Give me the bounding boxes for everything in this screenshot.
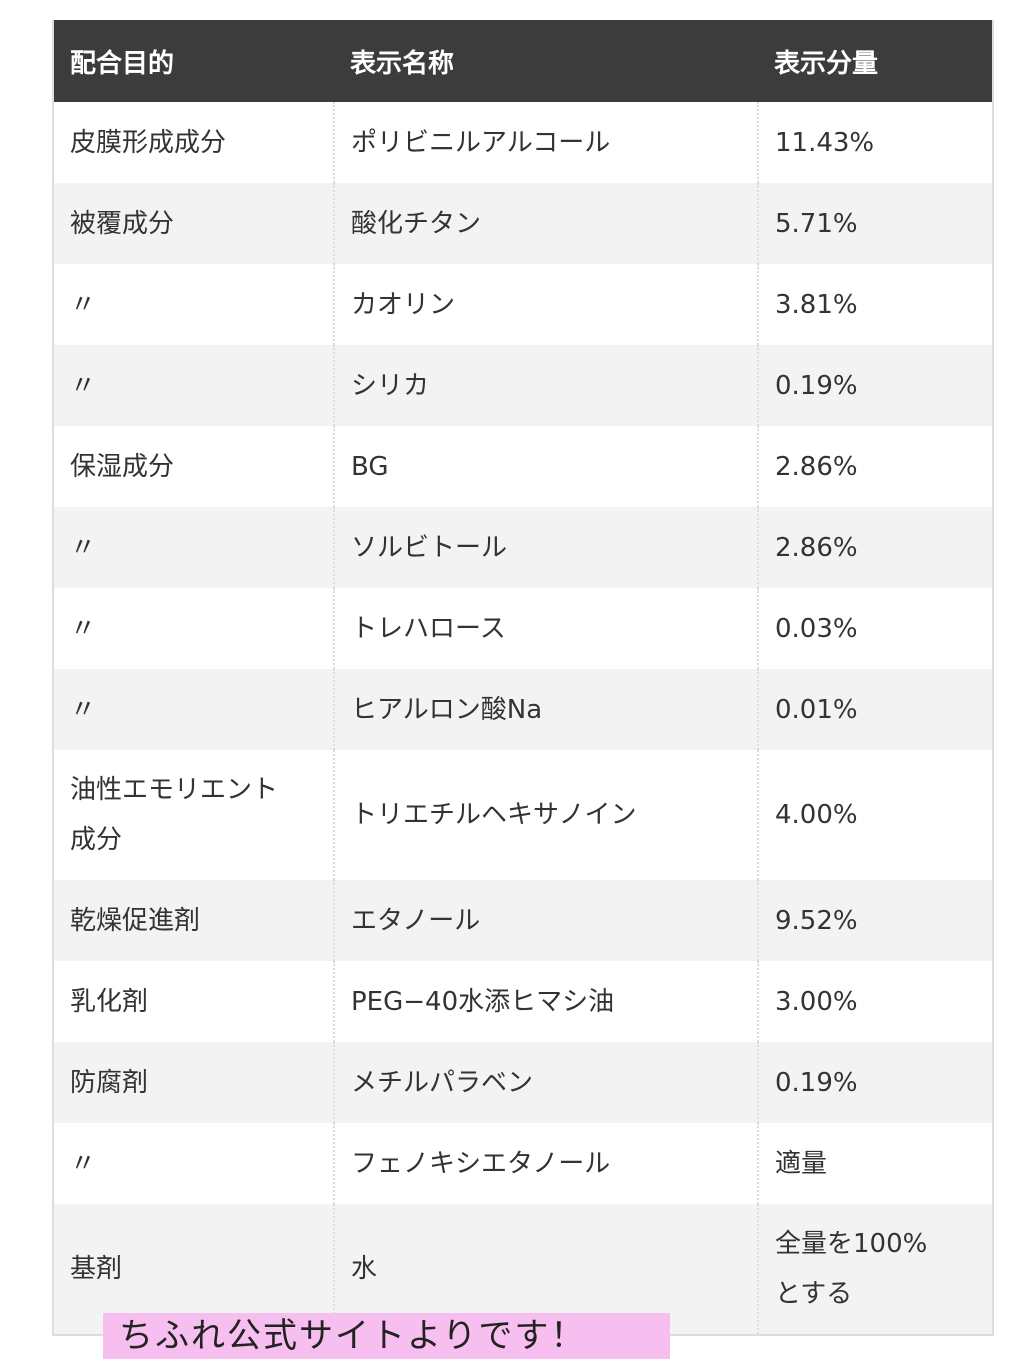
table-cell: エタノール [333, 880, 758, 961]
table-cell: 5.71% [757, 183, 993, 264]
table-row: 乳化剤 PEG−40水添ヒマシ油 3.00% [53, 961, 993, 1042]
table-cell: 被覆成分 [53, 183, 334, 264]
table-cell: トリエチルヘキサノイン [333, 750, 758, 880]
table-row: 〃 フェノキシエタノール 適量 [53, 1123, 993, 1204]
table-cell: 11.43% [757, 102, 993, 183]
table-body: 皮膜形成成分 ポリビニルアルコール 11.43% 被覆成分 酸化チタン 5.71% 〃カオリ… [53, 102, 993, 1335]
table-cell: ポリビニルアルコール [333, 102, 758, 183]
table-cell: シリカ [333, 345, 758, 426]
table-cell: 適量 [757, 1123, 993, 1204]
ingredients-table-wrap: 配合目的 表示名称 表示分量 皮膜形成成分 ポリビニルアルコール 11.43% 被覆成分酸… [52, 20, 994, 1336]
table-cell: 2.86% [757, 426, 993, 507]
table-cell: 〃 [53, 345, 334, 426]
ingredients-table: 配合目的 表示名称 表示分量 皮膜形成成分 ポリビニルアルコール 11.43% 被覆成分酸… [52, 20, 994, 1336]
annotation-banner: ちふれ公式サイトよりです！ [103, 1313, 670, 1359]
table-cell: 0.19% [757, 1042, 993, 1123]
table-cell: 防腐剤 [53, 1042, 334, 1123]
table-cell: 皮膜形成成分 [70, 127, 227, 158]
table-row: 乾燥促進剤 エタノール 9.52% [53, 880, 993, 961]
table-cell: フェノキシエタノール [333, 1123, 758, 1204]
table-cell: 0.19% [757, 345, 993, 426]
table-row: 〃 カオリン 3.81% [53, 264, 993, 345]
table-cell: 乳化剤 [70, 986, 149, 1017]
table-cell: 保湿成分 [70, 451, 175, 482]
table-row: 防腐剤 メチルパラベン 0.19% [53, 1042, 993, 1123]
table-cell: 3.00% [757, 961, 993, 1042]
table-cell: 〃 [53, 669, 334, 750]
table-cell: カオリン [333, 264, 758, 345]
table-row: 〃 トレハロース 0.03% [53, 588, 993, 669]
header-cell: 表示名称 [334, 20, 758, 102]
header-cell: 配合目的 [53, 20, 334, 102]
table-cell: BG [333, 426, 758, 507]
table-cell: 3.81% [757, 264, 993, 345]
table-cell: 酸化チタン [333, 183, 758, 264]
table-cell: トレハロース [333, 588, 758, 669]
table-cell: 0.01% [757, 669, 993, 750]
table-cell: 〃 [70, 1148, 97, 1179]
table-cell: 〃 [70, 289, 97, 320]
table-row: 被覆成分 酸化チタン 5.71% [53, 183, 993, 264]
table-row: 油性エモリエント成分 トリエチルヘキサノイン 4.00% [53, 750, 993, 880]
table-cell: 0.03% [757, 588, 993, 669]
table-cell: メチルパラベン [333, 1042, 758, 1123]
table-cell: 2.86% [757, 507, 993, 588]
table-row: 〃ソルビトール 2.86% [53, 507, 993, 588]
header-row: 配合目的 表示名称 表示分量 [53, 20, 993, 102]
table-cell: 9.52% [757, 880, 993, 961]
table-cell: 全量を100%とする [757, 1204, 993, 1335]
table-row: 皮膜形成成分 ポリビニルアルコール 11.43% [53, 102, 993, 183]
table-row: 保湿成分 BG 2.86% [53, 426, 993, 507]
table-cell: 〃 [70, 613, 97, 644]
table-cell: 〃 [53, 507, 334, 588]
table-cell: 油性エモリエント成分 [70, 775, 279, 855]
table-row: 〃ヒアルロン酸Na 0.01% [53, 669, 993, 750]
table-cell: 4.00% [757, 750, 993, 880]
header-cell: 表示分量 [758, 20, 993, 102]
table-cell: ソルビトール [333, 507, 758, 588]
table-row: 〃シリカ 0.19% [53, 345, 993, 426]
table-cell: ヒアルロン酸Na [333, 669, 758, 750]
table-cell: PEG−40水添ヒマシ油 [333, 961, 758, 1042]
table-cell: 乾燥促進剤 [53, 880, 334, 961]
